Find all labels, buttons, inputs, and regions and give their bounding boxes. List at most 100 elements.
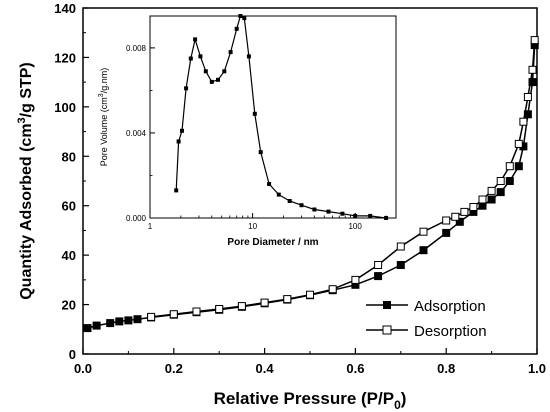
inset-data-point [188, 56, 193, 61]
data-point-desorption [514, 139, 523, 148]
data-point-desorption [478, 195, 487, 204]
data-point-adsorption [455, 217, 464, 226]
data-point-desorption [237, 302, 246, 311]
inset-data-point [242, 16, 247, 21]
data-point-adsorption [115, 317, 124, 326]
inset-plot-background [150, 16, 396, 218]
inset-data-point [353, 213, 358, 218]
data-point-adsorption [106, 319, 115, 328]
inset-data-point [193, 37, 198, 42]
main-x-tick-label: 0.8 [437, 361, 455, 376]
data-point-desorption [328, 285, 337, 294]
inset-y-tick-label: 0.008 [126, 44, 147, 53]
inset-y-axis-title-end: /g.nm) [99, 68, 109, 94]
inset-y-tick-label: 0.000 [126, 214, 147, 223]
data-point-adsorption [83, 324, 92, 333]
inset-data-point [216, 77, 220, 82]
legend-label-desorption: Desorption [414, 323, 487, 340]
inset-data-point [184, 86, 189, 91]
data-point-desorption [192, 307, 201, 316]
main-y-tick-label: 80 [62, 149, 76, 164]
data-point-desorption [451, 212, 460, 221]
inset-data-point [287, 199, 292, 203]
inset-data-point [238, 14, 243, 18]
main-y-axis-title-text: Quantity Adsorbed (cm [18, 123, 35, 299]
data-point-adsorption [124, 316, 133, 325]
data-point-adsorption [92, 321, 101, 330]
main-x-tick-label: 0.4 [256, 361, 275, 376]
main-x-tick-label: 0.2 [165, 361, 183, 376]
inset-x-tick-label: 1 [148, 222, 153, 231]
main-y-tick-label: 0 [69, 347, 76, 362]
data-point-adsorption [505, 177, 514, 185]
data-point-adsorption [496, 188, 505, 197]
data-point-desorption [505, 162, 514, 171]
inset-data-point [203, 69, 208, 74]
data-point-desorption [396, 242, 405, 251]
main-y-tick-label: 40 [62, 248, 76, 263]
inset-data-point [276, 192, 281, 197]
inset-data-point [267, 182, 272, 186]
data-point-adsorption [528, 78, 537, 87]
data-point-adsorption [514, 162, 523, 171]
data-point-desorption [215, 305, 224, 313]
inset-y-tick-label: 0.004 [126, 129, 147, 138]
inset-data-point [228, 50, 233, 55]
main-y-axis-title-end: /g STP) [18, 62, 35, 117]
main-y-axis-title-sup: 3 [16, 117, 28, 123]
inset-data-point [209, 79, 214, 84]
data-point-desorption [442, 216, 451, 225]
inset-plot-frame [149, 15, 397, 219]
legend-marker-desorption [382, 325, 392, 335]
data-point-desorption [460, 207, 469, 216]
inset-data-point [258, 150, 263, 155]
data-point-desorption [528, 65, 537, 74]
main-y-tick-label: 20 [62, 298, 76, 313]
main-x-tick-label: 1.0 [528, 361, 546, 376]
data-point-desorption [496, 177, 505, 185]
data-point-desorption [283, 295, 292, 304]
data-point-desorption [374, 261, 383, 269]
main-x-axis-title-sub: 0 [394, 398, 401, 412]
data-point-desorption [419, 227, 428, 236]
data-point-adsorption [442, 228, 451, 237]
main-x-tick-label: 0.6 [346, 361, 364, 376]
main-x-tick-label: 0.0 [74, 361, 92, 376]
inset-data-point [312, 207, 317, 212]
data-point-desorption [147, 312, 156, 321]
data-point-adsorption [419, 246, 428, 255]
main-tick-layer: 0.0 0.2 0.4 0.6 0.8 1.0 0 20 40 60 80 100 120 140 [54, 1, 546, 376]
inset-x-tick-label: 10 [248, 222, 257, 231]
data-point-adsorption [396, 261, 405, 269]
inset-x-axis-title: Pore Diameter / nm [227, 237, 318, 248]
data-point-adsorption [487, 195, 496, 204]
main-y-tick-label: 120 [54, 50, 76, 65]
data-point-desorption [519, 117, 528, 126]
inset-data-point [384, 216, 389, 220]
main-x-axis-title-text: Relative Pressure (P/P [214, 389, 394, 408]
legend-label-adsorption: Adsorption [414, 298, 486, 315]
data-point-adsorption [374, 272, 383, 281]
data-point-desorption [530, 36, 539, 45]
main-y-tick-label: 100 [54, 100, 76, 115]
inset-data-point [180, 128, 184, 133]
inset-data-point [222, 69, 227, 74]
inset-data-point [368, 213, 373, 218]
inset-data-point [234, 26, 239, 31]
inset-y-axis-title-sup: 3 [98, 93, 105, 97]
main-y-tick-label: 60 [62, 199, 76, 214]
main-y-axis-title: Quantity Adsorbed (cm3/g STP) [16, 62, 35, 300]
data-point-desorption [260, 298, 269, 307]
inset-data-point [299, 203, 304, 208]
data-point-desorption [306, 290, 314, 299]
legend-entry-adsorption: Adsorption [366, 298, 486, 315]
data-point-desorption [469, 203, 478, 211]
inset-tick-layer: 1 10 100 0.000 0.004 0.008 [126, 44, 387, 231]
main-series-layer [83, 36, 539, 333]
data-point-adsorption [133, 315, 142, 324]
inset-x-tick-label: 100 [348, 222, 362, 231]
data-point-desorption [523, 93, 532, 101]
main-x-axis-title: Relative Pressure (P/P0) [214, 389, 407, 412]
inset-data-point [246, 54, 251, 59]
